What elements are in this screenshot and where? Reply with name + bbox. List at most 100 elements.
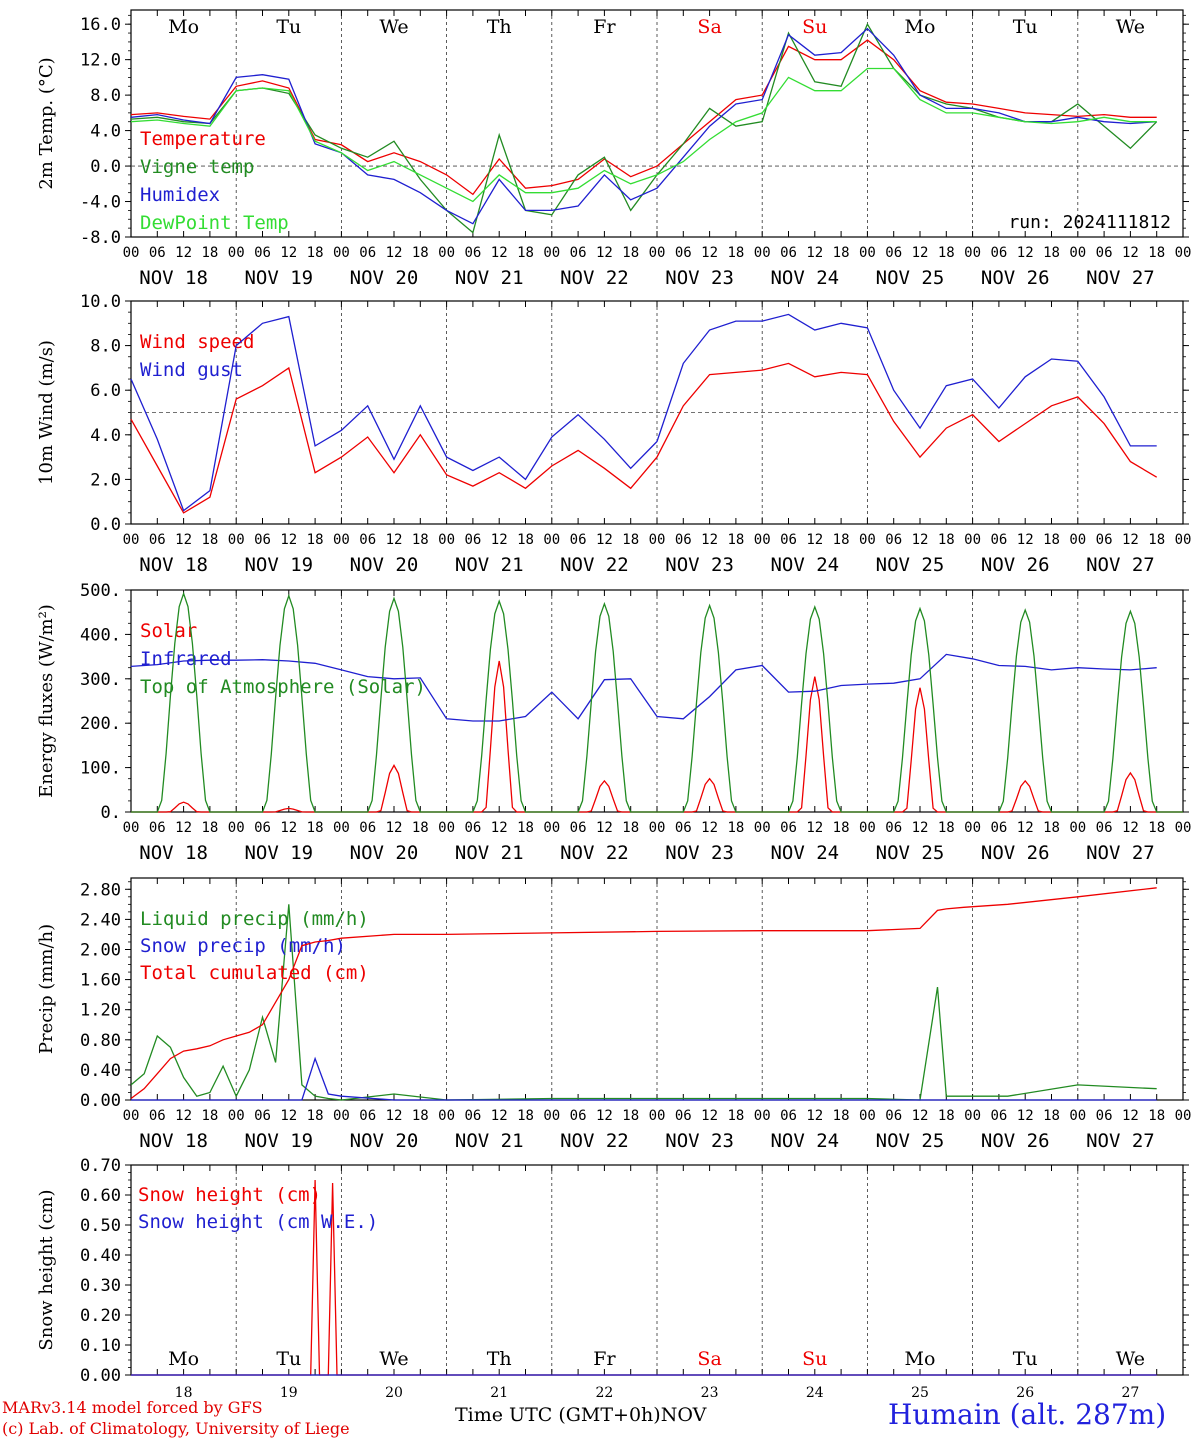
hour-tick-label: 00 bbox=[754, 1108, 771, 1124]
hour-tick-label: 12 bbox=[1122, 820, 1139, 836]
series-line bbox=[130, 313, 1157, 512]
hour-tick-label: 06 bbox=[254, 820, 271, 836]
hour-tick-label: 00 bbox=[1175, 1108, 1192, 1124]
y-tick-label: 12.0 bbox=[80, 51, 121, 71]
y-tick-label: 2.00 bbox=[80, 940, 121, 960]
date-label: NOV 23 bbox=[665, 842, 734, 864]
hour-tick-label: 00 bbox=[859, 1108, 876, 1124]
hour-tick-label: 18 bbox=[622, 245, 639, 261]
hour-tick-label: 00 bbox=[649, 820, 666, 836]
hour-tick-label: 12 bbox=[386, 532, 403, 548]
hour-tick-label: 12 bbox=[1017, 532, 1034, 548]
hour-tick-label: 18 bbox=[201, 532, 218, 548]
hour-tick-label: 06 bbox=[885, 532, 902, 548]
date-label: NOV 19 bbox=[244, 1130, 313, 1152]
hour-tick-label: 00 bbox=[123, 820, 140, 836]
y-tick-label: 200. bbox=[80, 714, 121, 734]
hour-tick-label: 12 bbox=[1122, 1108, 1139, 1124]
hour-tick-label: 18 bbox=[517, 1108, 534, 1124]
hour-tick-label: 06 bbox=[359, 245, 376, 261]
y-tick-label: 0.60 bbox=[80, 1186, 121, 1206]
series-line bbox=[130, 887, 1157, 1100]
hour-tick-label: 12 bbox=[1017, 245, 1034, 261]
legend-entry: Top of Atmosphere (Solar) bbox=[140, 676, 426, 698]
month-label: NOV bbox=[660, 1404, 707, 1426]
hour-tick-label: 12 bbox=[175, 1108, 192, 1124]
hour-tick-label: 06 bbox=[570, 245, 587, 261]
hour-tick-label: 00 bbox=[964, 820, 981, 836]
date-label: NOV 24 bbox=[770, 1130, 839, 1152]
date-label: NOV 24 bbox=[770, 554, 839, 576]
hour-tick-label: 12 bbox=[280, 532, 297, 548]
hour-tick-label: 18 bbox=[1148, 245, 1165, 261]
hour-tick-label: 00 bbox=[1069, 1108, 1086, 1124]
day-number-label: 27 bbox=[1121, 1385, 1139, 1401]
hour-tick-label: 18 bbox=[833, 820, 850, 836]
hour-tick-label: 12 bbox=[175, 245, 192, 261]
day-number-label: 19 bbox=[280, 1385, 298, 1401]
hour-tick-label: 12 bbox=[175, 820, 192, 836]
hour-tick-label: 06 bbox=[675, 1108, 692, 1124]
legend-entry: DewPoint Temp bbox=[140, 212, 289, 234]
day-number-label: 18 bbox=[175, 1385, 193, 1401]
weekday-label: Su bbox=[802, 16, 827, 38]
y-tick-label: 1.60 bbox=[80, 971, 121, 991]
hour-tick-label: 06 bbox=[1096, 245, 1113, 261]
hour-tick-label: 06 bbox=[570, 1108, 587, 1124]
weekday-label: Mo bbox=[905, 1348, 936, 1370]
hour-tick-label: 12 bbox=[280, 820, 297, 836]
hour-tick-label: 00 bbox=[438, 820, 455, 836]
series-line bbox=[131, 1056, 1157, 1101]
date-label: NOV 27 bbox=[1086, 842, 1155, 864]
x-axis-title: Time UTC (GMT+0h)NOV bbox=[455, 1404, 706, 1426]
date-label: NOV 18 bbox=[139, 267, 208, 289]
hour-tick-label: 06 bbox=[359, 1108, 376, 1124]
hour-tick-label: 00 bbox=[438, 532, 455, 548]
hour-tick-label: 06 bbox=[254, 1108, 271, 1124]
hour-tick-label: 12 bbox=[701, 820, 718, 836]
y-tick-label: 16.0 bbox=[80, 15, 121, 35]
hour-tick-label: 00 bbox=[438, 245, 455, 261]
date-label: NOV 18 bbox=[139, 554, 208, 576]
y-tick-label: 4.0 bbox=[90, 426, 121, 446]
date-label: NOV 19 bbox=[244, 267, 313, 289]
day-number-label: 22 bbox=[595, 1385, 613, 1401]
hour-tick-label: 06 bbox=[780, 532, 797, 548]
legend-entry: Solar bbox=[140, 620, 197, 642]
hour-tick-label: 12 bbox=[596, 1108, 613, 1124]
weekday-label: We bbox=[1116, 1348, 1145, 1370]
hour-tick-label: 06 bbox=[990, 1108, 1007, 1124]
weekday-label: Mo bbox=[905, 16, 936, 38]
date-label: NOV 25 bbox=[876, 842, 945, 864]
legend-entry: Snow height (cm W.E.) bbox=[138, 1211, 378, 1233]
hour-tick-label: 00 bbox=[543, 1108, 560, 1124]
series-line bbox=[130, 904, 1157, 1101]
y-tick-label: 0.40 bbox=[80, 1061, 121, 1081]
y-tick-label: 6.0 bbox=[90, 381, 121, 401]
weekday-label: Fr bbox=[593, 1348, 616, 1370]
weekday-label: Th bbox=[487, 1348, 512, 1370]
hour-tick-label: 12 bbox=[806, 820, 823, 836]
legend-entry: Wind gust bbox=[140, 359, 243, 381]
hour-tick-label: 18 bbox=[412, 820, 429, 836]
hour-tick-label: 00 bbox=[754, 245, 771, 261]
date-label: NOV 26 bbox=[981, 267, 1050, 289]
series-line bbox=[130, 67, 1157, 203]
hour-tick-label: 18 bbox=[517, 532, 534, 548]
hour-tick-label: 06 bbox=[1096, 1108, 1113, 1124]
legend-entry: Humidex bbox=[140, 184, 220, 206]
hour-tick-label: 12 bbox=[491, 820, 508, 836]
hour-tick-label: 18 bbox=[1148, 1108, 1165, 1124]
lab-credit: (c) Lab. of Climatology, University of L… bbox=[2, 1419, 350, 1438]
series-line bbox=[131, 591, 1183, 813]
y-tick-label: 0.20 bbox=[80, 1306, 121, 1326]
series-line bbox=[131, 1179, 1157, 1376]
hour-tick-label: 18 bbox=[938, 820, 955, 836]
hour-tick-label: 06 bbox=[780, 820, 797, 836]
legend-entry: Liquid precip (mm/h) bbox=[140, 908, 369, 930]
hour-tick-label: 00 bbox=[543, 820, 560, 836]
date-label: NOV 20 bbox=[350, 842, 419, 864]
date-label: NOV 26 bbox=[981, 842, 1050, 864]
hour-tick-label: 06 bbox=[990, 820, 1007, 836]
hour-tick-label: 18 bbox=[307, 532, 324, 548]
